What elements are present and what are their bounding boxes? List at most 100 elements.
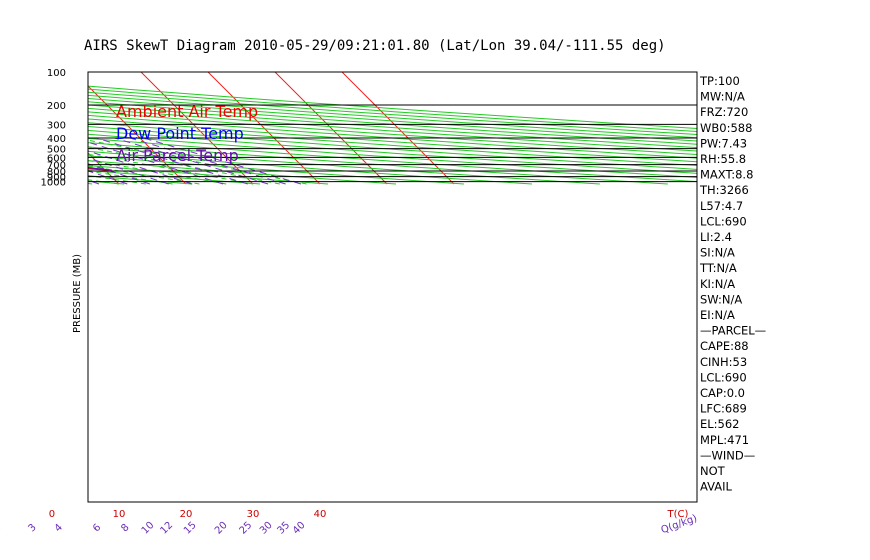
- legend-entry: Dew Point Temp: [116, 124, 244, 143]
- index-label: TH:3266: [699, 183, 749, 197]
- moist-adiabat-line: [0, 107, 12, 184]
- mixing-ratio-tick-label: 15: [182, 520, 199, 537]
- pressure-tick-label: 100: [47, 68, 66, 79]
- pressure-tick-label: 200: [47, 101, 66, 112]
- dry-adiabat-line: [88, 160, 397, 185]
- mixing-ratio-tick-label: 2: [0, 522, 3, 534]
- dry-adiabat-line: [88, 91, 697, 136]
- dry-adiabat-line: [88, 133, 697, 178]
- pressure-tick-label: 600: [47, 153, 66, 164]
- pressure-tick-label: 700: [47, 161, 66, 172]
- index-label: L57:4.7: [700, 199, 743, 213]
- dry-adiabat-line: [88, 137, 697, 183]
- moist-adiabat-line: [0, 105, 39, 184]
- index-label: LI:2.4: [700, 230, 732, 244]
- index-label: PW:7.43: [700, 136, 747, 150]
- series-line-dew-point-temp: [0, 72, 32, 170]
- dry-adiabat-line: [88, 175, 193, 185]
- mixing-ratio-axis: 0.10.20.511.5234681012152025303540Q(g/kg…: [0, 513, 699, 537]
- index-label: RH:55.8: [700, 152, 746, 166]
- plot-frame: [87, 71, 698, 503]
- bottom-tick-label: 40: [314, 509, 327, 520]
- dry-adiabat-line: [88, 146, 600, 185]
- index-label: FRZ:720: [700, 105, 748, 119]
- plot-area: [0, 67, 697, 185]
- bottom-tick-label: 10: [113, 509, 126, 520]
- bottom-tick-label: 20: [180, 509, 193, 520]
- index-label: MAXT:8.8: [700, 168, 753, 182]
- dry-adiabat-line: [88, 104, 697, 149]
- dry-adiabat-line: [88, 155, 464, 185]
- index-label: EL:562: [700, 417, 740, 431]
- mixing-ratio-tick-label: 40: [291, 520, 308, 537]
- index-label: —WIND—: [700, 448, 755, 462]
- index-label: TT:N/A: [699, 261, 737, 275]
- index-label: LCL:690: [700, 214, 747, 228]
- pressure-gridlines: [88, 104, 697, 183]
- dry-adiabat-line: [88, 125, 697, 170]
- isotherm-line: [341, 72, 455, 185]
- dry-adiabat-lines: [88, 85, 697, 185]
- index-label: EI:N/A: [700, 308, 735, 322]
- index-label: CAPE:88: [700, 339, 749, 353]
- dry-adiabat-line: [88, 98, 697, 142]
- dry-adiabat-line: [88, 118, 697, 163]
- index-label: LCL:690: [700, 370, 747, 384]
- dry-adiabat-line: [88, 85, 697, 129]
- index-label: MPL:471: [700, 433, 749, 447]
- dry-adiabat-line: [88, 101, 697, 145]
- pressure-tick-label: 1000: [41, 178, 66, 189]
- pressure-tick-label: 400: [47, 134, 66, 145]
- mixing-ratio-tick-label: 20: [213, 520, 230, 537]
- y-axis-label: PRESSURE (MB): [72, 254, 83, 333]
- bottom-tick-label: 30: [247, 509, 260, 520]
- legend: Ambient Air Temp Dew Point Temp Air Parcel…: [116, 102, 258, 165]
- dry-adiabat-line: [88, 114, 697, 159]
- dry-adiabat-line: [88, 150, 532, 185]
- dry-adiabat-line: [88, 169, 261, 185]
- index-label: —PARCEL—: [700, 324, 766, 338]
- dry-adiabat-line: [88, 107, 697, 152]
- pressure-tick-label: 300: [47, 120, 66, 131]
- index-label: KI:N/A: [700, 277, 735, 291]
- pressure-tick-label: 900: [47, 173, 66, 184]
- mixing-ratio-line: [0, 138, 34, 184]
- dry-adiabat-line: [88, 94, 697, 139]
- dry-adiabat-line: [88, 111, 697, 156]
- index-label: WB0:588: [700, 121, 752, 135]
- isotherm-line: [0, 67, 52, 184]
- legend-entry: Ambient Air Temp: [116, 102, 258, 121]
- mixing-ratio-tick-label: 25: [238, 520, 255, 537]
- pressure-tick-label: 500: [47, 145, 66, 156]
- mixing-ratio-tick-label: 6: [91, 522, 103, 534]
- legend-entry: Air Parcel Temp: [116, 146, 239, 165]
- index-label: AVAIL: [700, 480, 733, 494]
- dry-adiabat-line: [88, 129, 697, 174]
- bottom-tick-label: 0: [49, 509, 55, 520]
- mixing-ratio-tick-label: 35: [276, 520, 293, 537]
- chart-title: AIRS SkewT Diagram 2010-05-29/09:21:01.8…: [84, 38, 666, 54]
- index-label: TP:100: [699, 74, 740, 88]
- mixing-ratio-tick-label: 3: [26, 522, 38, 534]
- index-label: CAP:0.0: [700, 386, 745, 400]
- index-label: LFC:689: [700, 402, 747, 416]
- dry-adiabat-line: [88, 122, 697, 167]
- mixing-ratio-tick-label: 4: [53, 522, 65, 534]
- index-label: SI:N/A: [700, 246, 735, 260]
- mixing-ratio-tick-label: 10: [140, 520, 157, 537]
- pressure-tick-label: 800: [47, 167, 66, 178]
- temperature-unit: T(C): [667, 509, 689, 520]
- index-label: CINH:53: [700, 355, 747, 369]
- bottom-temperature-axis: -50-40-30-20-10010203040T(C): [49, 509, 689, 520]
- dry-adiabat-line: [88, 88, 697, 132]
- index-label: NOT: [700, 464, 726, 478]
- mixing-ratio-tick-label: 8: [119, 522, 131, 534]
- index-label: MW:N/A: [700, 90, 745, 104]
- dry-adiabat-line: [88, 142, 668, 185]
- mixing-ratio-tick-label: 30: [258, 520, 275, 537]
- index-label: SW:N/A: [700, 292, 742, 306]
- mixing-ratio-tick-label: 12: [158, 520, 175, 537]
